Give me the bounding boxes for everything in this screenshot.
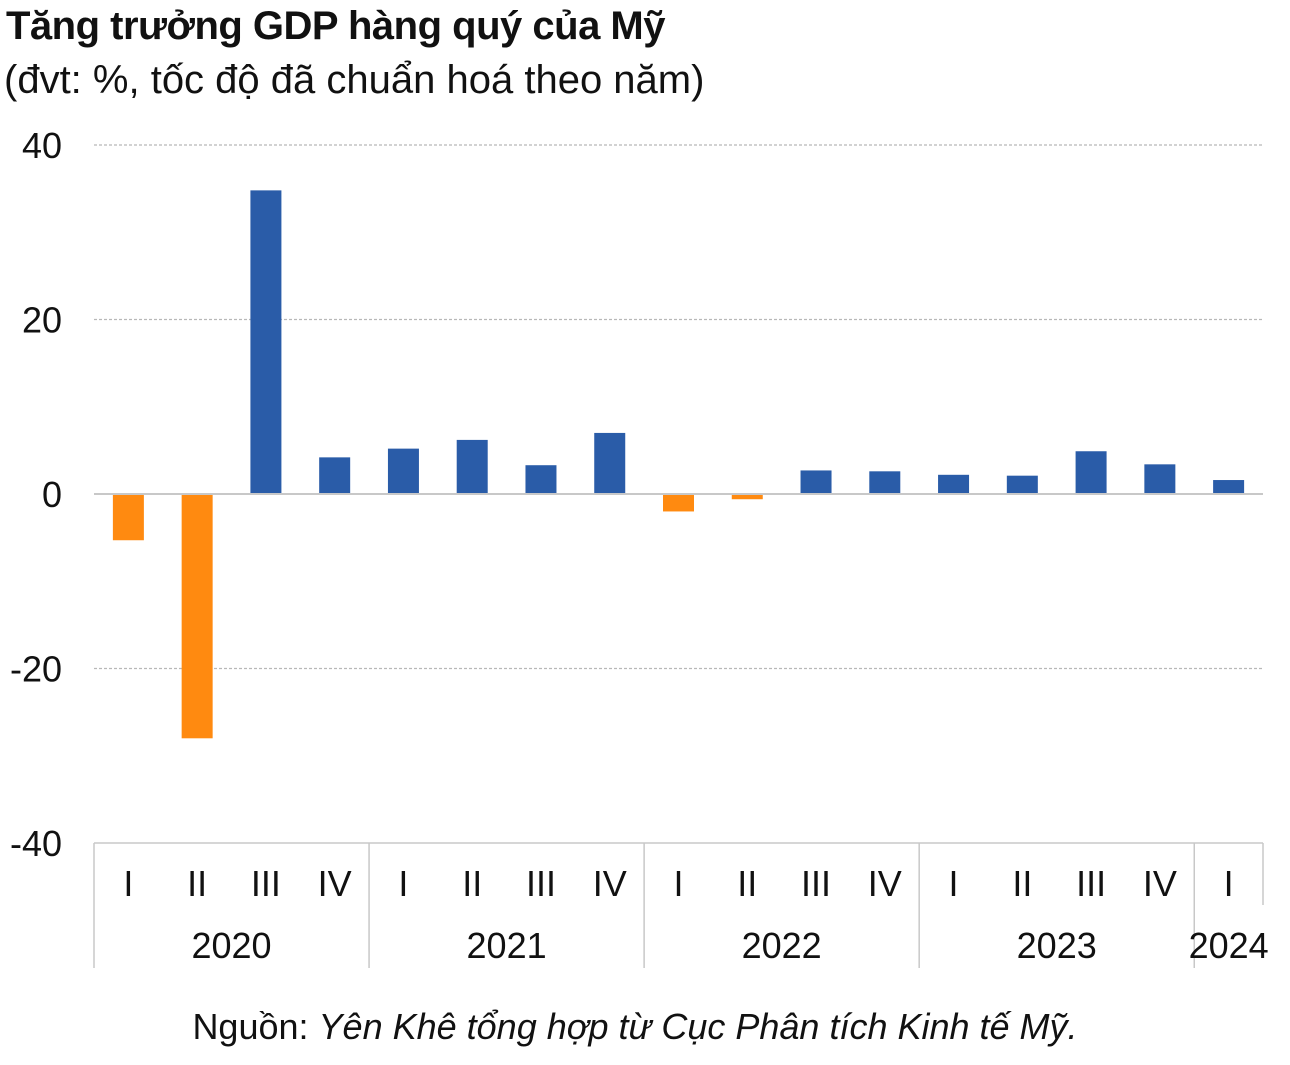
- x-tick-label: IV: [1143, 863, 1177, 904]
- source-text: Yên Khê tổng hợp từ Cục Phân tích Kinh t…: [318, 1006, 1078, 1047]
- bar: [525, 465, 557, 494]
- y-tick-label: 0: [42, 474, 62, 515]
- y-tick-label: -20: [10, 649, 62, 690]
- source-prefix: Nguồn:: [192, 1006, 319, 1047]
- year-label: 2022: [742, 925, 822, 966]
- x-tick-label: II: [737, 863, 757, 904]
- x-tick-label: III: [251, 863, 281, 904]
- y-tick-label: -40: [10, 823, 62, 864]
- bar: [1144, 464, 1176, 494]
- bar: [594, 432, 626, 494]
- x-tick-label: II: [187, 863, 207, 904]
- year-label: 2021: [467, 925, 547, 966]
- chart-subtitle: (đvt: %, tốc độ đã chuẩn hoá theo năm): [4, 58, 705, 102]
- x-tick-label: I: [123, 863, 133, 904]
- x-tick-label: I: [949, 863, 959, 904]
- year-label: 2023: [1017, 925, 1097, 966]
- year-label: 2020: [191, 925, 271, 966]
- x-tick-label: IV: [593, 863, 627, 904]
- x-tick-label: IV: [868, 863, 902, 904]
- source-note: Nguồn: Yên Khê tổng hợp từ Cục Phân tích…: [0, 1006, 1270, 1048]
- y-tick-label: 20: [22, 300, 62, 341]
- x-tick-label: III: [526, 863, 556, 904]
- x-tick-label: I: [673, 863, 683, 904]
- bar: [181, 494, 213, 739]
- year-label: 2024: [1189, 925, 1269, 966]
- x-tick-label: II: [1012, 863, 1032, 904]
- bar: [1006, 475, 1038, 494]
- bar: [731, 494, 763, 500]
- bar: [1213, 480, 1245, 494]
- bar: [938, 474, 970, 494]
- bar: [112, 494, 144, 541]
- bar: [1075, 451, 1107, 494]
- x-tick-label: I: [398, 863, 408, 904]
- x-tick-label: II: [462, 863, 482, 904]
- bar: [387, 448, 419, 494]
- y-tick-label: 40: [22, 125, 62, 166]
- bar: [250, 190, 282, 494]
- x-tick-label: I: [1224, 863, 1234, 904]
- bar: [869, 471, 901, 494]
- x-tick-label: III: [1076, 863, 1106, 904]
- bar: [800, 470, 832, 494]
- bar: [456, 439, 488, 494]
- bar: [319, 457, 351, 494]
- x-tick-label: III: [801, 863, 831, 904]
- chart-title: Tăng trưởng GDP hàng quý của Mỹ: [6, 4, 666, 48]
- bar: [663, 494, 694, 512]
- x-tick-label: IV: [318, 863, 352, 904]
